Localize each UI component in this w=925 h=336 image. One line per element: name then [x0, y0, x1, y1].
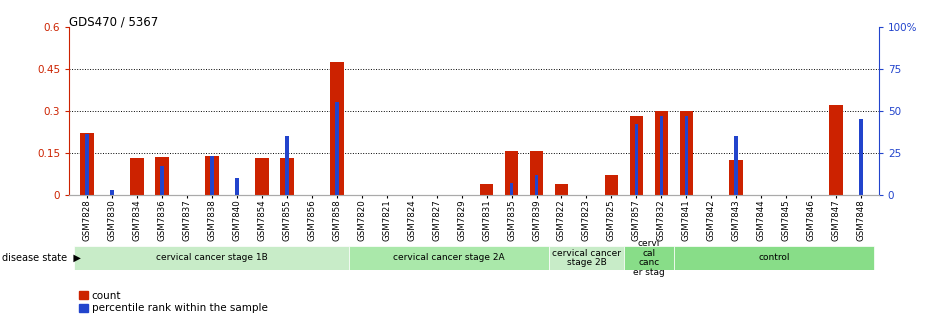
Bar [205, 156, 218, 195]
Bar [660, 116, 663, 195]
Bar [535, 175, 538, 195]
Bar [549, 246, 624, 270]
Bar [555, 184, 568, 195]
Bar [624, 246, 674, 270]
Bar [480, 184, 493, 195]
Bar [330, 62, 343, 195]
Bar [285, 136, 289, 195]
Text: control: control [758, 253, 790, 262]
Bar [235, 178, 239, 195]
Bar [684, 116, 688, 195]
Text: GDS470 / 5367: GDS470 / 5367 [69, 15, 158, 28]
Legend: count, percentile rank within the sample: count, percentile rank within the sample [80, 291, 267, 313]
Bar [859, 119, 863, 195]
Bar [830, 105, 844, 195]
Bar [605, 175, 618, 195]
Bar [630, 117, 643, 195]
Text: cervical cancer stage 1B: cervical cancer stage 1B [156, 253, 267, 262]
Bar [505, 152, 518, 195]
Bar [80, 133, 93, 195]
Bar [674, 246, 874, 270]
Bar [74, 246, 349, 270]
Bar [730, 160, 743, 195]
Text: disease state  ▶: disease state ▶ [2, 253, 80, 263]
Bar [210, 156, 214, 195]
Bar [255, 159, 268, 195]
Bar [154, 157, 168, 195]
Bar [130, 159, 143, 195]
Bar [335, 102, 339, 195]
Bar [110, 190, 114, 195]
Bar [349, 246, 549, 270]
Bar [734, 136, 738, 195]
Bar [510, 183, 513, 195]
Text: cervi
cal
canc
er stag: cervi cal canc er stag [633, 239, 665, 277]
Bar [280, 159, 293, 195]
Bar [655, 111, 668, 195]
Text: cervical cancer
stage 2B: cervical cancer stage 2B [552, 249, 621, 267]
Bar [680, 111, 693, 195]
Bar [635, 124, 638, 195]
Text: cervical cancer stage 2A: cervical cancer stage 2A [393, 253, 505, 262]
Bar [530, 152, 543, 195]
Bar [160, 166, 164, 195]
Bar [85, 134, 89, 195]
